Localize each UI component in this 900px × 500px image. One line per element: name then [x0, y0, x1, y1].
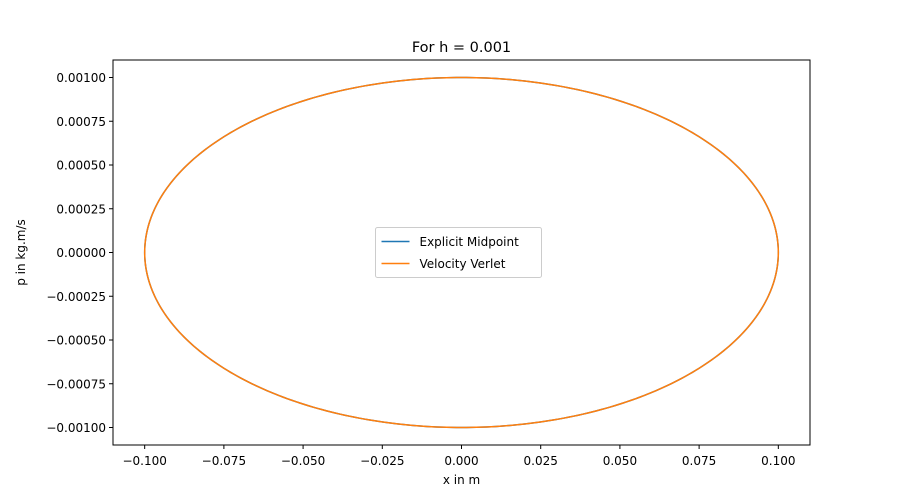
x-tick-label: 0.075: [682, 454, 716, 468]
y-tick-label: −0.00050: [46, 334, 106, 348]
x-tick-label: −0.100: [122, 454, 166, 468]
legend: Explicit Midpoint Velocity Verlet: [375, 227, 542, 278]
x-axis: −0.100 −0.075 −0.050 −0.025 0.000 0.025 0.050 0…: [122, 445, 795, 468]
y-tick-label: −0.00025: [46, 290, 106, 304]
series-line-velocity-verlet: [143, 76, 780, 429]
y-tick-label: 0.00050: [56, 159, 106, 173]
x-tick-label: 0.025: [524, 454, 558, 468]
x-tick-label: −0.050: [281, 454, 325, 468]
y-tick-label: −0.00075: [46, 377, 106, 391]
y-tick-label: 0.00075: [56, 115, 106, 129]
y-tick-label: 0.00000: [56, 246, 106, 260]
series-layer: [143, 76, 780, 429]
y-axis: 0.00100 0.00075 0.00050 0.00025 0.00000 −0.00…: [46, 71, 113, 435]
x-tick-label: 0.000: [444, 454, 478, 468]
y-axis-label: p in kg.m/s: [14, 219, 28, 286]
legend-box: [375, 227, 542, 278]
x-tick-label: −0.075: [202, 454, 246, 468]
y-tick-label: −0.00100: [46, 421, 106, 435]
legend-label: Velocity Verlet: [420, 257, 506, 271]
legend-label: Explicit Midpoint: [420, 235, 520, 249]
y-tick-label: 0.00100: [56, 71, 106, 85]
x-tick-label: −0.025: [360, 454, 404, 468]
chart-title: For h = 0.001: [412, 40, 511, 56]
x-axis-label: x in m: [443, 473, 480, 487]
y-tick-label: 0.00025: [56, 202, 106, 216]
x-tick-label: 0.050: [603, 454, 637, 468]
x-tick-label: 0.100: [761, 454, 795, 468]
